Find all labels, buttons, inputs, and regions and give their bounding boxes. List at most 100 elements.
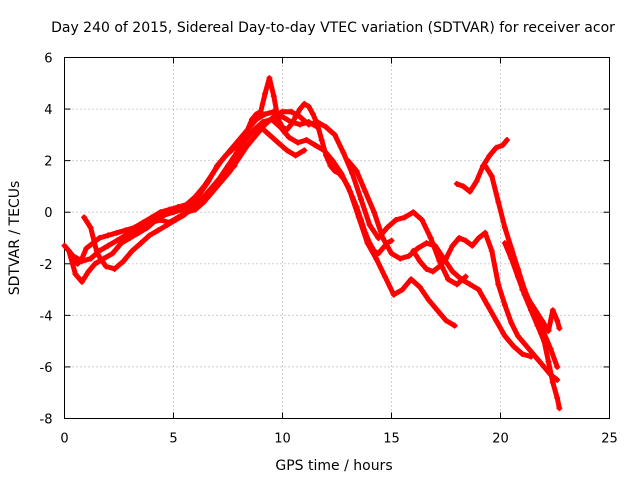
data-point-marker [514, 332, 521, 339]
data-point-marker [262, 121, 269, 128]
data-point-marker [545, 327, 552, 334]
data-point-marker [146, 232, 153, 239]
data-point-marker [251, 126, 258, 133]
data-point-marker [388, 237, 395, 244]
data-point-marker [214, 162, 221, 169]
data-point-marker [371, 247, 378, 254]
data-point-marker [72, 271, 79, 278]
data-point-marker [314, 121, 321, 128]
x-tick-label: 5 [169, 432, 177, 447]
data-point-marker [434, 307, 441, 314]
data-point-marker [416, 258, 423, 265]
data-point-marker [253, 111, 260, 118]
data-point-marker [318, 137, 325, 144]
data-point-marker [501, 224, 508, 231]
data-point-marker [486, 152, 493, 159]
series-trace [345, 158, 534, 360]
data-point-marker [270, 93, 277, 100]
data-point-marker [61, 242, 68, 249]
data-point-marker [547, 345, 554, 352]
data-point-marker [340, 175, 347, 182]
data-point-marker [508, 320, 515, 327]
series-track-6 [344, 157, 535, 360]
chart-title: Day 240 of 2015, Sidereal Day-to-day VTE… [51, 20, 615, 36]
data-point-marker [373, 255, 380, 262]
data-point-marker [362, 229, 369, 236]
data-point-marker [375, 250, 382, 257]
data-point-marker [419, 216, 426, 223]
data-point-marker [275, 116, 282, 123]
data-point-marker [534, 356, 541, 363]
data-point-marker [449, 268, 456, 275]
data-point-marker [521, 340, 528, 347]
data-point-marker [92, 260, 99, 267]
data-point-marker [78, 278, 85, 285]
data-point-marker [279, 113, 286, 120]
data-point-marker [244, 126, 251, 133]
data-point-marker [303, 137, 310, 144]
data-point-marker [122, 232, 129, 239]
data-point-marker [456, 235, 463, 241]
data-point-marker [279, 124, 286, 131]
data-point-marker [549, 307, 556, 314]
data-point-marker [148, 214, 155, 221]
y-tick-label: -2 [40, 258, 53, 273]
data-point-marker [410, 209, 417, 216]
data-point-marker [495, 281, 502, 288]
data-point-marker [296, 106, 303, 113]
data-point-marker [292, 113, 299, 120]
data-point-marker [488, 247, 495, 254]
data-point-marker [174, 214, 181, 221]
data-point-marker [83, 245, 90, 252]
data-point-marker [453, 180, 460, 187]
data-point-marker [192, 206, 199, 213]
data-point-marker [499, 142, 506, 149]
data-point-marker [201, 198, 208, 205]
data-point-marker [161, 211, 168, 218]
data-point-marker [397, 255, 404, 262]
data-point-marker [549, 379, 556, 386]
data-point-marker [554, 394, 561, 401]
series-track-10 [501, 240, 563, 412]
data-point-marker [423, 265, 430, 272]
data-point-marker [436, 263, 443, 270]
data-point-marker [399, 286, 406, 293]
data-point-marker [305, 121, 312, 128]
data-point-marker [109, 250, 116, 257]
data-point-marker [556, 405, 563, 412]
data-point-marker [538, 317, 545, 324]
data-point-marker [209, 188, 216, 195]
data-point-marker [410, 247, 417, 254]
y-tick-label: -4 [40, 309, 53, 324]
data-point-marker [432, 242, 439, 249]
data-point-marker [244, 142, 251, 149]
data-point-marker [248, 116, 255, 123]
y-tick-label: 6 [44, 52, 52, 67]
x-tick-label: 0 [60, 432, 68, 447]
x-axis-label: GPS time / hours [275, 458, 392, 474]
data-point-marker [111, 265, 118, 272]
data-point-marker [105, 232, 112, 239]
data-point-marker [488, 173, 495, 180]
data-point-marker [554, 317, 561, 324]
data-point-marker [74, 260, 81, 267]
data-point-marker [305, 103, 312, 110]
y-tick-label: -6 [40, 361, 53, 376]
data-point-marker [340, 149, 347, 156]
data-point-marker [541, 338, 548, 345]
y-tick-label: 4 [44, 103, 52, 118]
data-point-marker [379, 235, 386, 241]
data-point-marker [196, 191, 203, 198]
data-point-marker [120, 258, 127, 265]
data-point-marker [449, 242, 456, 249]
data-point-marker [323, 124, 330, 131]
data-point-marker [170, 209, 177, 216]
data-point-marker [357, 196, 364, 203]
x-tick-label: 10 [274, 432, 291, 447]
data-point-marker [482, 162, 489, 169]
data-point-marker [349, 170, 356, 177]
data-point-marker [105, 242, 112, 249]
data-point-marker [556, 325, 563, 332]
data-point-marker [445, 276, 452, 283]
